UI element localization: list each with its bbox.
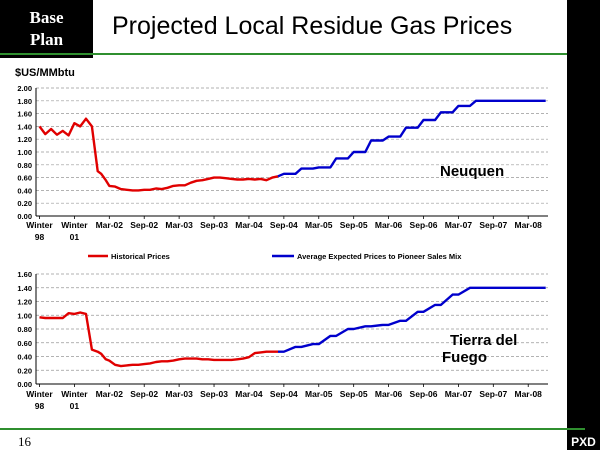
y-tick-label: 1.00: [17, 148, 32, 157]
x-tick-label: Sep-07: [479, 220, 507, 230]
y-tick-label: 1.80: [17, 97, 32, 106]
y-axis-label: $US/MMbtu: [15, 67, 75, 79]
y-tick-label: 0.20: [17, 199, 32, 208]
x-tick-label: Sep-07: [479, 389, 507, 399]
x-tick-label: Mar-05: [305, 220, 333, 230]
y-tick-label: 0.40: [17, 186, 32, 195]
x-tick-label: Mar-06: [375, 220, 403, 230]
x-tick-label: Mar-02: [96, 220, 124, 230]
x-tick-label: 01: [70, 232, 80, 242]
series-line-expected: [277, 99, 546, 178]
x-tick-label: Sep-04: [270, 220, 298, 230]
slide-title: Projected Local Residue Gas Prices: [112, 12, 513, 40]
bottom-rule: [0, 428, 585, 430]
y-tick-label: 0.00: [17, 380, 32, 389]
y-tick-label: 1.40: [17, 122, 32, 131]
base-plan-badge: Base Plan: [0, 0, 93, 58]
x-tick-label: Mar-02: [96, 389, 124, 399]
y-tick-label: 1.20: [17, 298, 32, 307]
chart-title-tierra-del-fuego: Tierra del Fuego: [442, 332, 517, 366]
x-tick-label: 98: [35, 232, 45, 242]
y-tick-label: 1.60: [17, 270, 32, 279]
x-tick-label: Mar-04: [235, 389, 263, 399]
x-tick-label: Mar-06: [375, 389, 403, 399]
y-tick-label: 0.80: [17, 161, 32, 170]
legend-label-expected: Average Expected Prices to Pioneer Sales…: [297, 252, 462, 261]
chart-title-neuquen: Neuquen: [440, 163, 504, 180]
x-tick-label: Winter: [26, 220, 53, 230]
right-sidebar: [567, 0, 600, 450]
x-tick-label: Mar-04: [235, 220, 263, 230]
x-tick-label: Mar-05: [305, 389, 333, 399]
x-tick-label: Sep-02: [130, 220, 158, 230]
x-tick-label: Mar-03: [165, 389, 193, 399]
y-tick-label: 1.60: [17, 110, 32, 119]
x-tick-label: Mar-07: [445, 389, 473, 399]
x-tick-label: Winter: [26, 389, 53, 399]
y-tick-label: 1.20: [17, 135, 32, 144]
badge-line-1: Base: [29, 8, 64, 27]
x-tick-label: Winter: [61, 220, 88, 230]
x-tick-label: Mar-03: [165, 220, 193, 230]
y-tick-label: 0.20: [17, 366, 32, 375]
x-tick-label: Mar-07: [445, 220, 473, 230]
x-tick-label: Sep-06: [410, 220, 438, 230]
y-tick-label: 1.40: [17, 284, 32, 293]
y-tick-label: 2.00: [17, 84, 32, 93]
x-tick-label: Sep-05: [340, 220, 368, 230]
y-tick-label: 0.40: [17, 353, 32, 362]
x-tick-label: 98: [35, 401, 45, 411]
x-tick-label: Mar-08: [515, 220, 543, 230]
company-logo: PXD: [571, 435, 596, 449]
x-tick-label: Sep-04: [270, 389, 298, 399]
x-tick-label: Mar-08: [515, 389, 543, 399]
x-tick-label: 01: [70, 401, 80, 411]
x-tick-label: Sep-03: [200, 220, 228, 230]
y-tick-label: 0.60: [17, 174, 32, 183]
legend-label-historical: Historical Prices: [111, 252, 170, 261]
top-rule: [0, 53, 585, 55]
x-tick-label: Sep-03: [200, 389, 228, 399]
series-line-historical: [39, 311, 278, 368]
badge-line-2: Plan: [29, 30, 64, 49]
series-line-historical: [38, 117, 279, 192]
x-tick-label: Winter: [61, 389, 88, 399]
y-tick-label: 0.00: [17, 212, 32, 221]
series-line-expected: [278, 286, 546, 353]
y-tick-label: 0.80: [17, 325, 32, 334]
x-tick-label: Sep-05: [340, 389, 368, 399]
y-tick-label: 0.60: [17, 339, 32, 348]
x-tick-label: Sep-06: [410, 389, 438, 399]
page-number: 16: [18, 434, 31, 449]
y-tick-label: 1.00: [17, 311, 32, 320]
x-tick-label: Sep-02: [130, 389, 158, 399]
